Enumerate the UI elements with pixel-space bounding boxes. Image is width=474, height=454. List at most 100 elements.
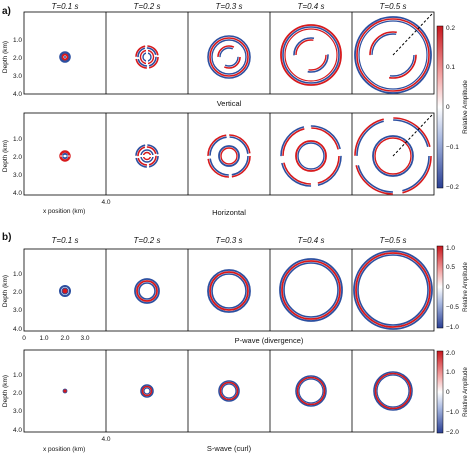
x-axis-p: 0 1.0 2.0 3.0 — [22, 335, 90, 342]
row-s-wave: Depth (km) 1.0 2.0 3.0 4.0 x position (k… — [2, 349, 435, 453]
time-label-a-3: T=0.3 s — [216, 2, 243, 11]
y-tick: 2.0 — [13, 390, 22, 397]
colorbar-tick: −1.0 — [446, 409, 459, 416]
time-label-a-4: T=0.4 s — [298, 2, 325, 11]
colorbar-label: Relative Amplitude — [463, 366, 469, 416]
time-label-b-3: T=0.3 s — [216, 236, 243, 245]
y-axis-v: Depth (km) 1.0 2.0 3.0 4.0 — [2, 37, 22, 98]
x-tick: 1.0 — [39, 335, 48, 342]
time-label-a-2: T=0.2 s — [134, 2, 161, 11]
s-wave-3 — [218, 380, 240, 402]
colorbar-tick: 0 — [446, 389, 450, 396]
colorbar-tick: 0.5 — [446, 264, 455, 271]
panel-frame — [23, 248, 435, 332]
wavefront-v-1 — [59, 51, 71, 63]
x-axis-label: x position (km) — [43, 208, 85, 215]
y-tick: 4.0 — [13, 326, 22, 333]
y-tick: 3.0 — [13, 408, 22, 415]
wavefront-h-2 — [135, 144, 159, 168]
part-b-label: b) — [2, 232, 11, 243]
p-wave-5 — [353, 250, 433, 330]
p-wave-1 — [59, 285, 71, 297]
ray-path-line — [392, 13, 433, 56]
wavefront-h-3 — [207, 134, 251, 178]
panel-frame — [23, 349, 435, 433]
colorbar-tick: 0 — [446, 284, 450, 291]
y-tick: 4.0 — [13, 427, 22, 434]
x-tick-end: 4.0 — [101, 199, 110, 206]
colorbar-tick: 0.2 — [446, 25, 455, 32]
colorbar-tick: −0.5 — [446, 304, 459, 311]
s-wave-1 — [62, 388, 68, 394]
wavefront-v-4 — [280, 24, 342, 86]
x-axis-s: x position (km) 4.0 — [43, 436, 111, 453]
y-axis-s: Depth (km) 1.0 2.0 3.0 4.0 — [2, 372, 22, 434]
y-tick: 1.0 — [13, 136, 22, 143]
x-tick: 3.0 — [80, 335, 89, 342]
wavefront-h-4 — [280, 125, 342, 187]
colorbar-tick: −0.2 — [446, 184, 459, 191]
p-wave-3 — [207, 269, 251, 313]
y-tick: 4.0 — [13, 91, 22, 98]
y-tick: 1.0 — [13, 271, 22, 278]
colorbar-tick: 0.1 — [446, 64, 455, 71]
y-tick: 3.0 — [13, 172, 22, 179]
x-tick-end: 4.0 — [101, 436, 110, 443]
y-tick: 4.0 — [13, 190, 22, 197]
colorbar-tick: 2.0 — [446, 350, 455, 357]
wavefront-v-5 — [354, 13, 433, 94]
colorbar-label: Relative Amplitude — [463, 261, 469, 311]
part-b-time-labels: T=0.1 s T=0.2 s T=0.3 s T=0.4 s T=0.5 s — [52, 236, 407, 245]
time-label-a-1: T=0.1 s — [52, 2, 79, 11]
wavefront-h-1 — [59, 150, 71, 162]
time-label-a-5: T=0.5 s — [380, 2, 407, 11]
wavefront-v-2 — [135, 45, 159, 69]
y-axis-label: Depth (km) — [2, 41, 9, 73]
y-tick: 1.0 — [13, 372, 22, 379]
row-title-horizontal: Horizontal — [212, 208, 246, 217]
time-label-b-5: T=0.5 s — [380, 236, 407, 245]
time-label-b-4: T=0.4 s — [298, 236, 325, 245]
s-wave-5 — [373, 371, 413, 411]
colorbar-tick: −1.0 — [446, 324, 459, 331]
row-title-p-wave: P-wave (divergence) — [235, 336, 304, 345]
y-tick: 2.0 — [13, 55, 22, 62]
colorbar-s: Relative Amplitude 2.0 1.0 0 −1.0 −2.0 — [436, 350, 469, 436]
y-tick: 2.0 — [13, 289, 22, 296]
y-tick: 1.0 — [13, 37, 22, 44]
panel-frame — [23, 112, 435, 196]
y-axis-h: Depth (km) 1.0 2.0 3.0 4.0 — [2, 136, 22, 197]
p-wave-2 — [134, 278, 160, 304]
wavefront-v-3 — [207, 35, 251, 79]
colorbar-label: Relative Amplitude — [462, 80, 469, 134]
colorbar-tick: 1.0 — [446, 245, 455, 252]
row-title-vertical: Vertical — [217, 99, 242, 108]
x-tick: 0 — [22, 335, 26, 342]
y-axis-p: Depth (km) 1.0 2.0 3.0 4.0 — [2, 271, 22, 333]
row-p-wave: Depth (km) 1.0 2.0 3.0 4.0 0 1.0 2.0 3.0… — [2, 248, 435, 345]
x-axis-h: x position (km) 4.0 — [43, 199, 111, 215]
y-tick: 3.0 — [13, 73, 22, 80]
y-tick: 3.0 — [13, 307, 22, 314]
s-wave-4 — [295, 375, 327, 407]
colorbar-tick: −2.0 — [446, 429, 459, 436]
p-wave-4 — [279, 258, 343, 322]
panel-frame — [23, 11, 435, 95]
row-title-s-wave: S-wave (curl) — [207, 444, 252, 453]
colorbar-tick: −0.1 — [446, 144, 459, 151]
y-axis-label: Depth (km) — [2, 275, 9, 307]
y-axis-label: Depth (km) — [2, 140, 9, 172]
colorbar-a: Relative Amplitude 0.2 0.1 0 −0.1 −0.2 — [436, 25, 469, 191]
colorbar-tick: 1.0 — [446, 369, 455, 376]
part-a-time-labels: T=0.1 s T=0.2 s T=0.3 s T=0.4 s T=0.5 s — [52, 2, 407, 11]
row-vertical: Depth (km) 1.0 2.0 3.0 4.0 Vertical — [2, 11, 435, 108]
time-label-b-2: T=0.2 s — [134, 236, 161, 245]
x-axis-label: x position (km) — [43, 446, 85, 453]
wavefront-h-5 — [354, 114, 433, 195]
colorbar-tick: 0 — [446, 104, 450, 111]
y-axis-label: Depth (km) — [2, 375, 9, 407]
part-a-label: a) — [2, 6, 11, 17]
colorbar-p: Relative Amplitude 1.0 0.5 0 −0.5 −1.0 — [436, 245, 469, 331]
ray-path-line — [392, 114, 433, 157]
